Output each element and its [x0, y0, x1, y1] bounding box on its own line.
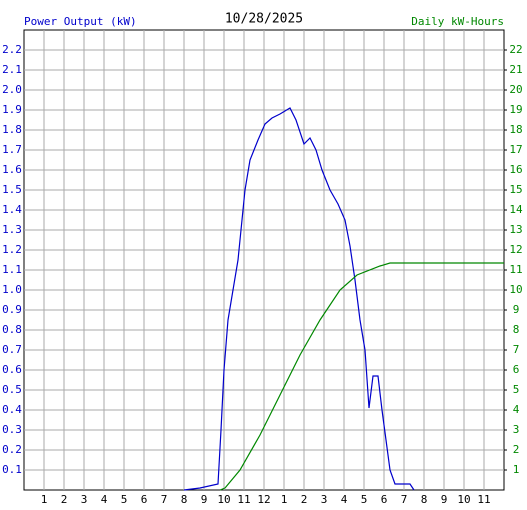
- x-tick-label: 8: [181, 493, 188, 506]
- y2-tick-label: 9: [513, 303, 520, 316]
- x-tick-label: 6: [141, 493, 148, 506]
- y2-tick-label: 13: [509, 223, 522, 236]
- y-tick-label: 1.5: [2, 183, 22, 196]
- x-tick-label: 8: [421, 493, 428, 506]
- y2-tick-label: 10: [509, 283, 522, 296]
- y2-tick-label: 21: [509, 63, 522, 76]
- y2-tick-label: 11: [509, 263, 522, 276]
- y-tick-label: 0.1: [2, 463, 22, 476]
- y2-tick-label: 18: [509, 123, 522, 136]
- y-tick-label: 0.2: [2, 443, 22, 456]
- x-tick-label: 11: [477, 493, 490, 506]
- x-tick-label: 2: [61, 493, 68, 506]
- y-tick-label: 0.4: [2, 403, 22, 416]
- y-tick-label: 2.0: [2, 83, 22, 96]
- y-tick-label: 1.3: [2, 223, 22, 236]
- x-tick-label: 5: [121, 493, 128, 506]
- x-tick-label: 12: [257, 493, 270, 506]
- y-tick-label: 2.2: [2, 43, 22, 56]
- y-tick-label: 0.9: [2, 303, 22, 316]
- data-line: [219, 262, 504, 491]
- x-tick-label: 10: [217, 493, 230, 506]
- y2-tick-label: 22: [509, 43, 522, 56]
- grid: 0.1 0.2 0.3 0.4 0.5 0.6 0.7 0.8 0.9 1.0 1.1 1.2 1.3 1…: [2, 30, 523, 506]
- y-tick-label: 1.1: [2, 263, 22, 276]
- x-tick-label: 3: [81, 493, 88, 506]
- y2-tick-label: 14: [509, 203, 523, 216]
- y2-tick-label: 3: [513, 423, 520, 436]
- y2-tick-label: 8: [513, 323, 520, 336]
- x-tick-label: 7: [401, 493, 408, 506]
- x-tick-label: 9: [201, 493, 208, 506]
- y-tick-label: 1.2: [2, 243, 22, 256]
- y-tick-label: 1.7: [2, 143, 22, 156]
- y2-tick-label: 6: [513, 363, 520, 376]
- marks: [183, 107, 504, 491]
- x-tick-label: 6: [381, 493, 388, 506]
- y2-tick-label: 4: [513, 403, 520, 416]
- x-tick-label: 4: [341, 493, 348, 506]
- x-tick-label: 10: [457, 493, 470, 506]
- x-tick-label: 3: [321, 493, 328, 506]
- y-tick-label: 0.3: [2, 423, 22, 436]
- y2-tick-label: 17: [509, 143, 522, 156]
- x-tick-label: 9: [441, 493, 448, 506]
- y2-tick-label: 7: [513, 343, 520, 356]
- y2-tick-label: 19: [509, 103, 522, 116]
- y2-tick-label: 16: [509, 163, 522, 176]
- y2-tick-label: 2: [513, 443, 520, 456]
- y-tick-label: 0.8: [2, 323, 22, 336]
- chart-title: 10/28/2025: [225, 12, 303, 27]
- y-axis-title: Power Output (kW): [24, 15, 137, 28]
- y-tick-label: 1.8: [2, 123, 22, 136]
- y2-tick-label: 20: [509, 83, 522, 96]
- x-tick-label: 4: [101, 493, 108, 506]
- y-tick-label: 1.4: [2, 203, 22, 216]
- y-tick-label: 0.5: [2, 383, 22, 396]
- x-tick-label: 7: [161, 493, 168, 506]
- x-tick-label: 1: [281, 493, 288, 506]
- y2-axis-title: Daily kW-Hours: [411, 15, 504, 28]
- y2-tick-label: 15: [509, 183, 522, 196]
- x-tick-label: 1: [41, 493, 48, 506]
- y2-tick-label: 5: [513, 383, 520, 396]
- x-tick-label: 11: [237, 493, 250, 506]
- x-tick-label: 2: [301, 493, 308, 506]
- y2-tick-label: 12: [509, 243, 522, 256]
- y-tick-label: 1.0: [2, 283, 22, 296]
- y-tick-label: 0.6: [2, 363, 22, 376]
- y2-tick-label: 1: [513, 463, 520, 476]
- y-tick-label: 2.1: [2, 63, 22, 76]
- y-tick-label: 0.7: [2, 343, 22, 356]
- data-line: [183, 107, 415, 491]
- y-tick-label: 1.9: [2, 103, 22, 116]
- x-tick-label: 5: [361, 493, 368, 506]
- y-tick-label: 1.6: [2, 163, 22, 176]
